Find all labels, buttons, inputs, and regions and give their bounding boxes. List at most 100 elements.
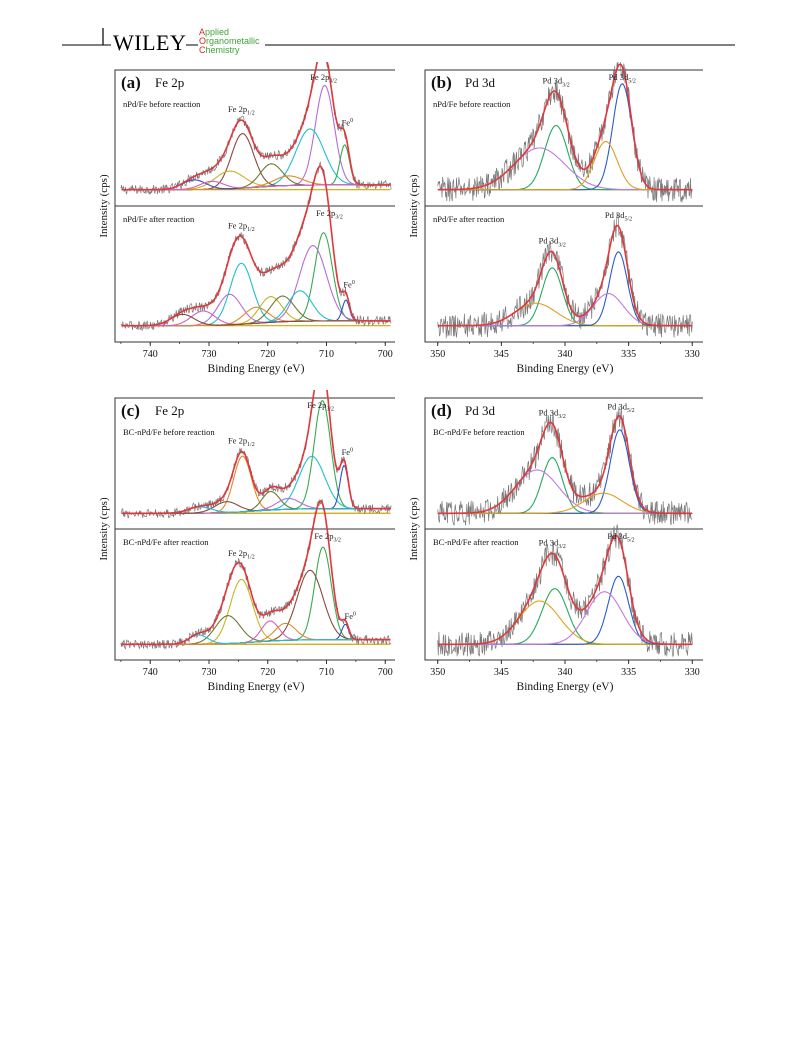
x-tick-label: 335 [621,349,636,360]
y-axis-label: Intensity (cps) [98,174,110,238]
peak-label: Fe0 [343,279,355,289]
fit-envelope-line [121,500,391,646]
x-axis-label: Binding Energy (eV) [517,363,614,375]
chart-panel-c: (c) Fe 2p Intensity (cps) 740 730 720 710 700 Bi… [98,390,395,693]
chart-panel-d: (d) Pd 3d Intensity (cps) 350 345 340 335 330 Bi… [408,397,703,693]
fit-component-line [121,546,391,645]
subplot-before: nPd/Fe before reaction Fe 2p1/2 Fe 2p3/2 Fe… [120,62,392,195]
element-label: Fe 2p [155,403,184,418]
x-tick-label: 720 [260,349,275,360]
journal-initial-3: C [199,45,206,55]
condition-label: BC-nPd/Fe before reaction [123,427,215,437]
peak-label: Pd 3d5/2 [607,402,634,415]
x-tick-label: 340 [558,667,573,678]
element-label: Fe 2p [155,75,184,90]
subplot-after: nPd/Fe after reaction Fe 2p1/2 Fe 2p3/2 Fe0 [120,160,392,332]
x-tick-label: 720 [260,667,275,678]
fit-component-line [121,262,391,327]
peak-label: Fe0 [342,447,353,457]
x-tick-label: 740 [143,349,158,360]
condition-label: BC-nPd/Fe after reaction [433,537,519,547]
condition-label: nPd/Fe before reaction [433,99,511,109]
subplot-after: BC-nPd/Fe after reaction Pd 3d3/2 Pd 3d5/2 [433,524,693,658]
journal-initial-1: A [199,27,205,37]
journal-header: WILEY Applied Organometallic Chemistry [62,27,735,55]
journal-name: Applied Organometallic Chemistry [199,27,260,55]
condition-label: BC-nPd/Fe after reaction [123,537,209,547]
x-tick-label: 730 [202,349,217,360]
panel-label: (d) [431,401,452,420]
x-tick-label: 700 [378,667,393,678]
peak-label: Pd 3d3/2 [539,236,566,249]
x-tick-label: 350 [430,667,445,678]
raw-spectrum-line [437,213,693,339]
publisher-logo: WILEY [113,30,186,55]
condition-label: BC-nPd/Fe before reaction [433,427,525,437]
peak-label: Fe 2p1/2 [228,104,255,117]
journal-rest-3: hemistry [206,45,241,55]
subplot-before: nPd/Fe before reaction Pd 3d3/2 Pd 3d5/2 [433,62,693,203]
fit-component-line [437,140,693,191]
svg-text:Applied: Applied [199,27,229,37]
panel-label: (b) [431,73,452,92]
subplot-before: BC-nPd/Fe before reaction Fe 2p1/2 Fe 2p3/… [120,390,392,519]
y-axis-label: Intensity (cps) [408,174,420,238]
fit-envelope-line [121,62,391,191]
x-tick-label: 340 [558,349,573,360]
peak-label: Fe 2p1/2 [228,220,255,233]
fit-envelope-line [437,534,693,646]
y-axis-label: Intensity (cps) [408,497,420,561]
chart-panel-a: (a) Fe 2p Intensity (cps) 740 730 720 710 700 Bi… [98,62,395,375]
condition-label: nPd/Fe before reaction [123,99,201,109]
x-tick-label: 345 [494,349,509,360]
y-axis-label: Intensity (cps) [98,497,110,561]
peak-label: Pd 3d5/2 [607,531,634,544]
x-tick-label: 345 [494,667,509,678]
fit-component-line [437,600,693,645]
x-axis-label: Binding Energy (eV) [517,681,614,693]
fit-component-line [437,267,693,327]
peak-label: Fe0 [342,118,353,128]
peak-label: Fe 2p1/2 [228,548,255,561]
peak-label: Pd 3d3/2 [542,76,569,89]
peak-label: Pd 3d3/2 [539,407,566,420]
condition-label: nPd/Fe after reaction [123,214,195,224]
peak-label: Fe 2p3/2 [307,400,334,413]
x-tick-label: 730 [202,667,217,678]
x-tick-label: 330 [685,667,700,678]
subplot-after: BC-nPd/Fe after reaction Fe 2p1/2 Fe 2p3/2… [120,499,392,650]
peak-label: Fe 2p3/2 [310,72,337,85]
x-tick-label: 710 [319,349,334,360]
peak-label: Pd 3d3/2 [539,537,566,550]
fit-component-line [437,469,693,514]
raw-spectrum-line [120,499,392,650]
raw-spectrum-line [437,524,693,658]
subplot-after: nPd/Fe after reaction Pd 3d3/2 Pd 3d5/2 [433,210,693,339]
svg-text:Organometallic: Organometallic [199,36,260,46]
svg-text:Chemistry: Chemistry [199,45,240,55]
peak-label: Pd 3d5/2 [605,210,632,223]
element-label: Pd 3d [465,403,495,418]
x-tick-label: 710 [319,667,334,678]
subplot-before: BC-nPd/Fe before reaction Pd 3d3/2 Pd 3d5/… [433,402,693,526]
x-tick-label: 335 [621,667,636,678]
x-tick-label: 740 [143,667,158,678]
condition-label: nPd/Fe after reaction [433,214,505,224]
fit-envelope-line [437,224,693,327]
peak-label: Pd 3d5/2 [609,72,636,85]
chart-panel-b: (b) Pd 3d Intensity (cps) 350 345 340 335 330 Bi… [408,62,703,375]
journal-initial-2: O [199,36,206,46]
x-axis-label: Binding Energy (eV) [208,681,305,693]
x-tick-label: 350 [430,349,445,360]
fit-envelope-line [437,63,693,191]
x-tick-label: 330 [685,349,700,360]
element-label: Pd 3d [465,75,495,90]
journal-rest-2: rganometallic [206,36,260,46]
x-tick-label: 700 [378,349,393,360]
panel-label: (c) [121,401,140,420]
peak-label: Fe 2p3/2 [314,531,341,544]
peak-label: Fe 2p3/2 [316,208,343,221]
x-axis-label: Binding Energy (eV) [208,363,305,375]
fit-envelope-line [121,390,391,515]
panel-label: (a) [121,73,141,92]
